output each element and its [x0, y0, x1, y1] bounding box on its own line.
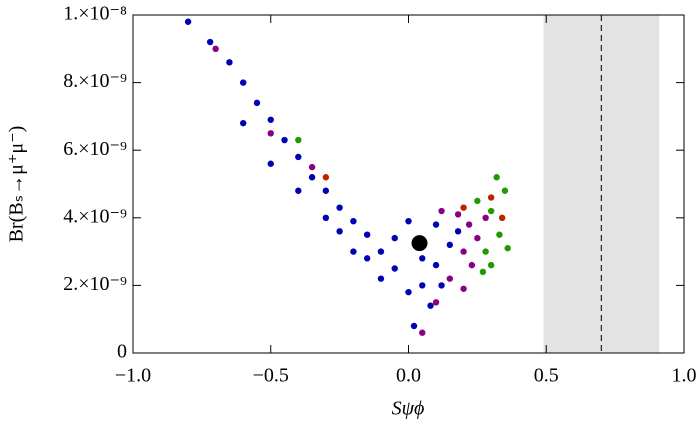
scatter-point: [363, 231, 371, 238]
scatter-point: [295, 153, 302, 161]
scatter-point: [240, 79, 247, 86]
x-tick-label: −0.5: [253, 365, 289, 387]
scatter-point: [322, 174, 330, 181]
scatter-point: [446, 275, 454, 282]
scatter-point: [432, 261, 440, 269]
scatter-point: [240, 119, 247, 127]
scatter-point: [226, 59, 233, 66]
x-axis-label: Sψϕ: [392, 398, 425, 420]
y-tick-label: 2.×10⁻⁹: [63, 273, 127, 295]
scatter-point: [350, 217, 357, 225]
scatter-point: [267, 160, 274, 167]
scatter-point: [427, 302, 434, 309]
scatter-point: [482, 214, 489, 221]
y-tick-label: 4.×10⁻⁹: [63, 205, 127, 227]
scatter-point: [206, 38, 214, 46]
scatter-point: [468, 261, 476, 269]
scatter-point: [432, 221, 440, 228]
scatter-point: [267, 130, 274, 137]
y-tick-label: 0: [117, 341, 127, 363]
scatter-point: [410, 322, 418, 330]
scatter-point: [377, 275, 385, 282]
scatter-point: [474, 234, 481, 242]
scatter-point: [336, 204, 343, 211]
scatter-point: [498, 214, 506, 221]
scatter-point: [350, 248, 357, 255]
highlight-point: [411, 235, 428, 252]
scatter-point: [322, 214, 330, 221]
scatter-point: [487, 207, 495, 215]
scatter-point: [322, 187, 330, 194]
x-tick-label: 0.0: [396, 365, 421, 387]
scatter-point: [496, 231, 503, 238]
y-tick-label: 1.×10⁻⁸: [63, 3, 127, 25]
scatter-point: [295, 136, 302, 144]
scatter-point: [460, 285, 467, 292]
x-tick-label: −1.0: [115, 365, 151, 387]
scatter-point: [308, 174, 316, 181]
x-tick-label: 0.5: [534, 365, 559, 387]
x-tick-label: 1.0: [672, 365, 697, 387]
scatter-point: [212, 45, 219, 52]
scatter-point: [460, 204, 467, 211]
scatter-point: [405, 288, 412, 296]
scatter-point: [460, 248, 467, 255]
scatter-point: [377, 248, 385, 255]
scatter-point: [446, 241, 454, 249]
scatter-point: [438, 207, 445, 215]
scatter-point: [281, 136, 288, 144]
scatter-point: [308, 163, 316, 171]
scatter-point: [184, 18, 192, 25]
scatter-point: [438, 282, 445, 289]
scatter-point: [419, 282, 426, 289]
scatter-point: [474, 197, 481, 205]
scatter-point: [465, 221, 473, 228]
scatter-point: [482, 248, 489, 255]
scatter-point: [336, 228, 343, 235]
scatter-point: [253, 99, 261, 107]
y-tick-label: 8.×10⁻⁹: [63, 70, 127, 92]
scatter-point: [363, 255, 371, 262]
scatter-point: [432, 299, 440, 306]
scatter-point: [487, 194, 495, 201]
scatter-point: [391, 234, 398, 242]
scatter-point: [405, 217, 412, 225]
scatter-point: [504, 245, 511, 252]
scatter-point: [493, 174, 500, 181]
scatter-point: [479, 268, 487, 276]
scatter-point: [419, 255, 426, 262]
y-axis-label: Br(Bₛ→μ⁺μ⁻): [6, 126, 28, 243]
scatter-point: [454, 228, 462, 235]
scatter-point: [391, 265, 398, 272]
scatter-point: [419, 329, 426, 336]
scatter-point: [295, 187, 302, 194]
y-tick-label: 6.×10⁻⁹: [63, 138, 127, 160]
scatter-point: [454, 211, 462, 218]
scatter-point: [267, 116, 274, 123]
scatter-point: [501, 187, 509, 194]
scatter-point: [487, 261, 495, 269]
